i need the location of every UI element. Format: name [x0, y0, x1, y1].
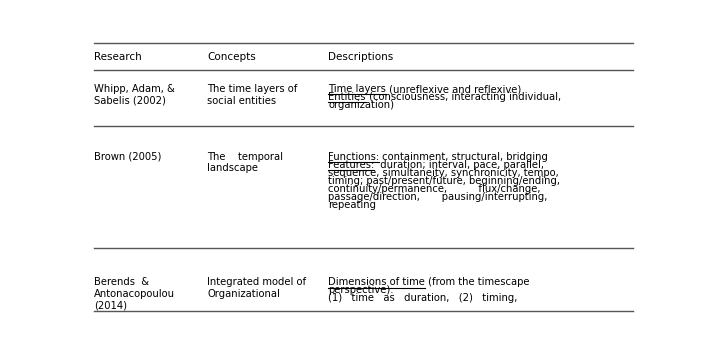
- Text: organization): organization): [328, 100, 394, 110]
- Text: repeating: repeating: [328, 200, 376, 210]
- Text: continuity/permanence,          flux/change,: continuity/permanence, flux/change,: [328, 184, 540, 194]
- Text: (from the timescape: (from the timescape: [425, 277, 530, 287]
- Text: (unreflexive and reflexive): (unreflexive and reflexive): [386, 84, 521, 94]
- Text: Functions:: Functions:: [328, 152, 379, 161]
- Text: Descriptions: Descriptions: [328, 52, 393, 61]
- Text: Integrated model of
Organizational: Integrated model of Organizational: [207, 277, 306, 299]
- Text: Dimensions of time: Dimensions of time: [328, 277, 425, 287]
- Text: perspective):: perspective):: [328, 285, 393, 295]
- Text: Berends  &
Antonacopoulou
(2014): Berends & Antonacopoulou (2014): [94, 277, 175, 310]
- Text: The time layers of
social entities: The time layers of social entities: [207, 84, 297, 106]
- Text: (consciousness, interacting individual,: (consciousness, interacting individual,: [366, 92, 561, 102]
- Text: (1)   time   as   duration,   (2)   timing,: (1) time as duration, (2) timing,: [328, 293, 518, 303]
- Text: Concepts: Concepts: [207, 52, 256, 61]
- Text: duration; interval, pace, parallel,: duration; interval, pace, parallel,: [374, 160, 545, 170]
- Text: Brown (2005): Brown (2005): [94, 152, 162, 161]
- Text: Features:: Features:: [328, 160, 374, 170]
- Text: sequence, simultaneity, synchronicity, tempo,: sequence, simultaneity, synchronicity, t…: [328, 168, 559, 178]
- Text: containment, structural, bridging: containment, structural, bridging: [379, 152, 548, 161]
- Text: Whipp, Adam, &
Sabelis (2002): Whipp, Adam, & Sabelis (2002): [94, 84, 175, 106]
- Text: timing; past/present/future, beginning/ending,: timing; past/present/future, beginning/e…: [328, 176, 560, 186]
- Text: passage/direction,       pausing/interrupting,: passage/direction, pausing/interrupting,: [328, 192, 547, 202]
- Text: Research: Research: [94, 52, 142, 61]
- Text: Time layers: Time layers: [328, 84, 386, 94]
- Text: The    temporal
landscape: The temporal landscape: [207, 152, 283, 173]
- Text: Entities: Entities: [328, 92, 366, 102]
